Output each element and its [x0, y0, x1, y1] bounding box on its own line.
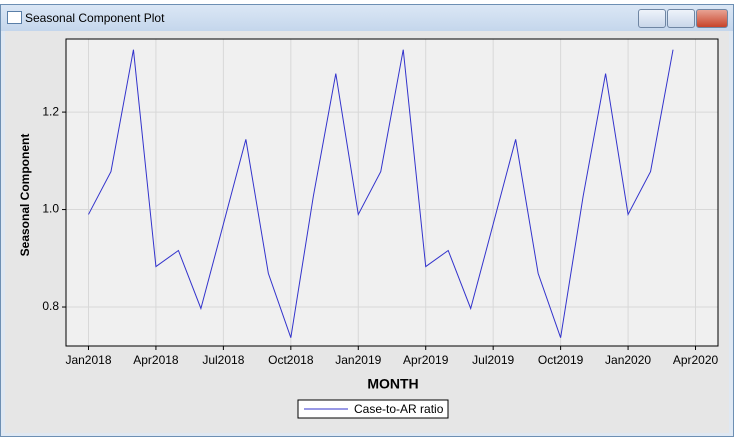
y-axis-label: Seasonal Component [18, 134, 32, 257]
x-tick-label: Jan2019 [335, 353, 381, 367]
x-tick-label: Jul2018 [202, 353, 244, 367]
x-tick-label: Jul2019 [472, 353, 514, 367]
y-tick-label: 1.2 [42, 104, 59, 118]
plot-area [66, 39, 718, 346]
x-tick-label: Oct2018 [268, 353, 314, 367]
chart: MONTH Seasonal Component 0.8 1.0 1.2 Jan201… [5, 31, 729, 433]
window: Seasonal Component Plot MONTH Seasonal C… [0, 4, 734, 437]
title-bar: Seasonal Component Plot [1, 5, 733, 31]
x-tick-label: Apr2020 [673, 353, 719, 367]
x-tick-label: Apr2018 [133, 353, 179, 367]
x-tick-label: Apr2019 [403, 353, 449, 367]
x-tick-label: Jan2018 [65, 353, 111, 367]
legend-box [297, 399, 449, 419]
plot-border [65, 38, 719, 347]
close-button[interactable] [696, 9, 728, 28]
window-title: Seasonal Component Plot [25, 11, 165, 25]
x-axis-label: MONTH [367, 376, 418, 392]
window-icon [7, 11, 22, 24]
minimize-button[interactable] [638, 9, 666, 28]
y-tick-label: 1.0 [42, 202, 59, 216]
y-tick-label: 0.8 [42, 299, 59, 313]
legend-label: Case-to-AR ratio [354, 402, 444, 416]
x-tick-label: Oct2019 [538, 353, 584, 367]
maximize-button[interactable] [667, 9, 695, 28]
x-tick-label: Jan2020 [605, 353, 651, 367]
data-line [88, 49, 674, 338]
